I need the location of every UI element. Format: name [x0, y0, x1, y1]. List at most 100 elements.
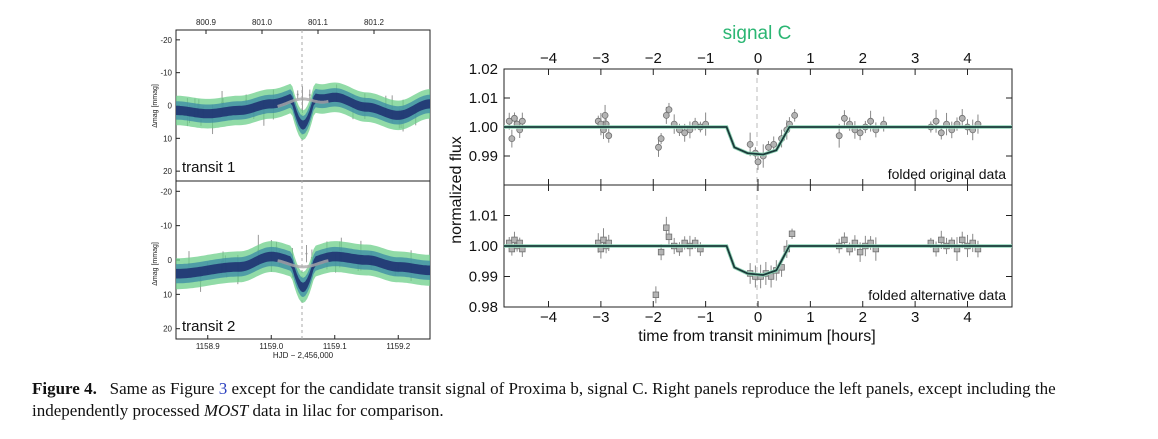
ytick-label: 1.02 [469, 61, 498, 78]
data-point [754, 158, 762, 166]
data-point [305, 252, 308, 255]
bottom-xtick-label: 1159.2 [386, 342, 410, 351]
ytick-label: 0 [168, 256, 173, 265]
data-point [511, 114, 518, 122]
right-top-xticks: −4 −3 −2 −1 0 1 2 3 4 [540, 50, 972, 185]
data-point [791, 112, 799, 119]
data-point [657, 135, 665, 143]
data-point [932, 117, 940, 125]
caption-text-3: data in lilac for comparison. [252, 401, 444, 420]
top-xtick-label: 801.2 [364, 18, 385, 27]
bottom-xtick-label: 3 [911, 309, 919, 326]
data-point [746, 140, 754, 148]
data-point [662, 112, 670, 119]
bottom-xtick-label: 1 [806, 309, 814, 326]
data-point [959, 236, 966, 244]
top-xtick-label: −3 [592, 50, 609, 67]
data-point [508, 135, 516, 143]
top-xtick-label: 4 [963, 50, 971, 67]
ytick-label: 0.99 [469, 269, 498, 286]
data-point [958, 114, 966, 122]
data-point [601, 112, 609, 119]
transit-1-plot [176, 82, 430, 140]
bottom-xtick-label: 4 [963, 309, 971, 326]
data-point [765, 143, 772, 151]
data-point [605, 132, 613, 140]
transit-2-ylabel: Δmag [mmag] [152, 242, 159, 286]
caption-label: Figure 4. [32, 379, 97, 398]
posterior-band-mid [176, 88, 430, 135]
data-point [665, 106, 673, 113]
ytick-label: 1.00 [469, 119, 498, 136]
grey-model [277, 97, 329, 108]
right-top-yticks: 0.99 1.00 1.01 1.02 [469, 61, 1012, 165]
data-point [308, 94, 311, 97]
bottom-xtick-label: 1159.1 [323, 342, 347, 351]
left-panels: 800.9 801.0 801.1 801.2 1158.9 1159.0 1159.1 1… [152, 18, 431, 360]
ytick-label: 20 [163, 167, 172, 176]
data-point [665, 233, 673, 241]
transit-1-ylabel: Δmag [mmag] [152, 84, 159, 128]
data-point [657, 248, 665, 256]
bottom-xtick-label: 1159.0 [259, 342, 283, 351]
caption-most: MOST [203, 401, 249, 420]
grey-model [277, 259, 329, 269]
left-xlabel: HJD − 2,456,000 [273, 351, 334, 360]
top-xtick-label: 801.1 [308, 18, 329, 27]
data-point [655, 143, 662, 151]
data-point [518, 117, 526, 125]
ytick-label: 1.01 [469, 208, 498, 225]
top-xtick-label: −1 [697, 50, 714, 67]
bottom-xtick-label: −4 [540, 309, 557, 326]
ytick-label: 0 [168, 102, 173, 111]
ytick-label: 0.99 [469, 148, 498, 165]
ytick-label: 20 [163, 325, 172, 334]
data-point [600, 236, 607, 244]
right-bottom-yticks: 0.98 0.99 1.00 1.01 [469, 208, 1012, 316]
data-point [652, 291, 660, 298]
ytick-label: -20 [160, 187, 172, 196]
caption-figure-ref[interactable]: 3 [218, 379, 228, 398]
top-xtick-label: −2 [645, 50, 662, 67]
left-top-xticks: 800.9 801.0 801.1 801.2 [196, 18, 385, 34]
right-ylabel: normalized flux [448, 136, 465, 244]
right-panels: signal C −4 −3 −2 −1 0 1 2 3 4 −4 −3 −2 −1 0 1 2 3 4 0.9… [448, 23, 1013, 345]
bottom-xtick-label: 2 [859, 309, 867, 326]
bottom-xtick-label: 0 [754, 309, 762, 326]
transit-2-label: transit 2 [182, 318, 235, 335]
ytick-label: 10 [163, 290, 172, 299]
ytick-label: 0.98 [469, 299, 498, 316]
top-xtick-label: 3 [911, 50, 919, 67]
figure-caption: Figure 4. Same as Figure 3 except for th… [32, 378, 1132, 422]
ytick-label: 10 [163, 134, 172, 143]
right-original-plot [504, 102, 1012, 170]
data-point [867, 117, 874, 125]
data-point [681, 129, 689, 137]
data-point [663, 224, 670, 231]
top-xtick-label: 801.0 [252, 18, 273, 27]
caption-text-2: except for the candidate transit signal … [32, 379, 1056, 420]
top-xtick-label: 0 [754, 50, 762, 67]
top-xtick-label: −4 [540, 50, 557, 67]
data-point [937, 129, 945, 137]
top-xtick-label: 1 [806, 50, 814, 67]
right-bottom-xticks: −4 −3 −2 −1 0 1 2 3 4 [540, 185, 972, 326]
left-bottom-xticks: 1158.9 1159.0 1159.1 1159.2 [196, 335, 411, 351]
data-point [296, 93, 299, 96]
model-line [504, 126, 1012, 156]
data-point [511, 236, 518, 244]
ytick-label: 1.01 [469, 90, 498, 107]
data-point [938, 236, 945, 244]
alternative-annotation: folded alternative data [868, 287, 1006, 303]
data-point [835, 132, 843, 140]
ytick-label: -20 [160, 36, 172, 45]
transit-2-plot [176, 234, 430, 303]
top-xtick-label: 2 [859, 50, 867, 67]
ytick-label: -10 [160, 222, 172, 231]
data-point [841, 114, 848, 122]
bottom-xtick-label: −3 [592, 309, 609, 326]
top-xtick-label: 800.9 [196, 18, 217, 27]
data-point [841, 236, 848, 244]
caption-text-1: Same as Figure [109, 379, 215, 398]
right-xlabel: time from transit minimum [hours] [638, 328, 875, 345]
